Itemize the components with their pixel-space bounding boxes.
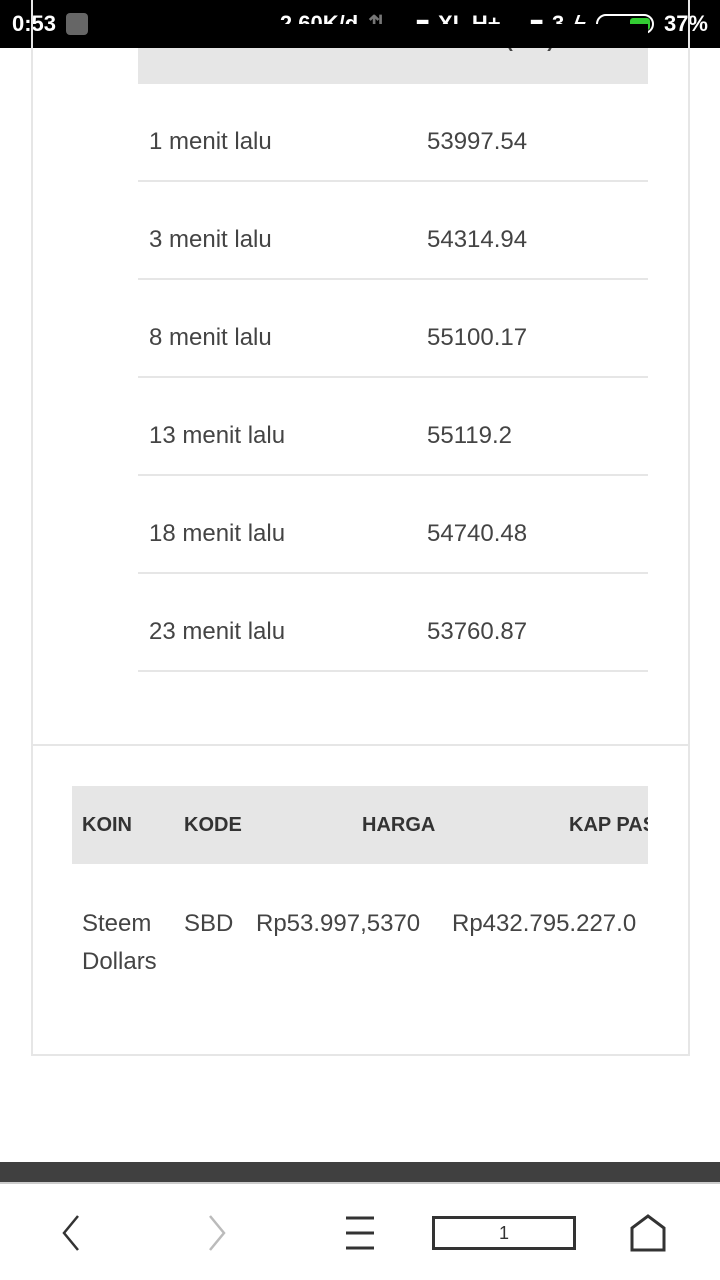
row-price: 55119.2 bbox=[427, 422, 512, 449]
row-price: 54740.48 bbox=[427, 520, 528, 547]
coin-code: SBD bbox=[184, 910, 234, 937]
browser-bar-divider bbox=[0, 1162, 720, 1184]
row-date: 18 menit lalu bbox=[149, 520, 286, 547]
row-date: 8 menit lalu bbox=[149, 324, 272, 351]
row-price: 53997.54 bbox=[427, 128, 528, 155]
row-date: 3 menit lalu bbox=[149, 226, 272, 253]
coin-table-header: KOIN KODE HARGA KAP PASAR bbox=[72, 786, 648, 864]
section-divider bbox=[31, 744, 690, 746]
back-button[interactable] bbox=[0, 1186, 144, 1280]
row-price: 54314.94 bbox=[427, 226, 528, 253]
row-price: 55100.17 bbox=[427, 324, 528, 351]
forward-icon bbox=[209, 1215, 226, 1251]
table-row: 13 menit lalu 55119.2 bbox=[138, 378, 648, 476]
header-code: KODE bbox=[184, 814, 242, 836]
table-row: 1 menit lalu 53997.54 bbox=[138, 84, 648, 182]
header-market-cap: KAP PASAR bbox=[569, 814, 648, 836]
table-row: 3 menit lalu 54314.94 bbox=[138, 182, 648, 280]
battery-percent: 37% bbox=[663, 11, 708, 36]
tabs-button[interactable]: 1 bbox=[432, 1186, 576, 1280]
row-date: 13 menit lalu bbox=[149, 422, 286, 449]
coin-price: Rp53.997,5370 bbox=[256, 910, 421, 937]
header-price: HARGA bbox=[362, 814, 436, 836]
home-icon bbox=[630, 1214, 666, 1252]
row-date: 23 menit lalu bbox=[149, 618, 286, 645]
back-icon bbox=[62, 1215, 79, 1251]
forward-button[interactable] bbox=[144, 1186, 288, 1280]
table-row: 8 menit lalu 55100.17 bbox=[138, 280, 648, 378]
menu-icon bbox=[346, 1216, 374, 1250]
charging-icon: ϟ bbox=[574, 11, 586, 37]
row-date: 1 menit lalu bbox=[149, 128, 272, 155]
header-coin: KOIN bbox=[82, 814, 132, 836]
row-price: 53760.87 bbox=[427, 618, 528, 645]
table-row: 18 menit lalu 54740.48 bbox=[138, 476, 648, 574]
notification-icon bbox=[66, 13, 89, 35]
content-card bbox=[31, 0, 690, 1056]
menu-button[interactable] bbox=[288, 1186, 432, 1280]
home-button[interactable] bbox=[576, 1186, 720, 1280]
table-row: 23 menit lalu 53760.87 bbox=[138, 574, 648, 672]
clock: 0:53 bbox=[12, 11, 57, 36]
browser-nav: 1 bbox=[0, 1186, 720, 1280]
coin-name: Steem Dollars bbox=[82, 910, 157, 975]
coin-market-cap: Rp432.795.227.0 bbox=[452, 910, 637, 937]
tabs-icon: 1 bbox=[432, 1216, 576, 1250]
